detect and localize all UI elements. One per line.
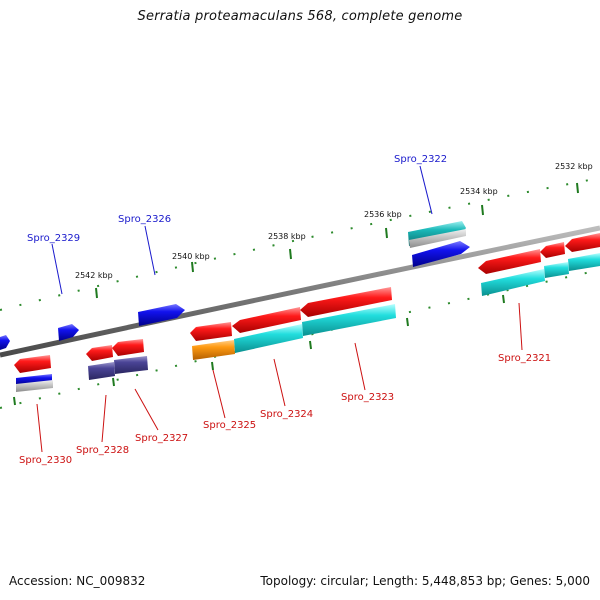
gene-arrow-forward [412, 241, 470, 267]
scale-label: 2542 kbp [75, 271, 113, 280]
ruler-tick [211, 361, 214, 371]
feature-bar-purple [114, 356, 148, 374]
gene-label-forward: Spro_2322 [394, 154, 447, 165]
gene-label-reverse: Spro_2330 [19, 455, 72, 466]
genome-backbone [0, 225, 600, 358]
ruler-tick [406, 317, 409, 327]
gene-label-reverse: Spro_2324 [260, 409, 313, 420]
scale-label: 2534 kbp [460, 187, 498, 196]
gene-arrow-forward [0, 335, 10, 350]
outer-ruler [0, 177, 600, 311]
ruler-tick [13, 396, 16, 406]
gene-arrow-reverse [86, 345, 113, 361]
scale-label: 2538 kbp [268, 232, 306, 241]
gene-label-reverse: Spro_2325 [203, 420, 256, 431]
ruler-tick [576, 182, 579, 194]
feature-bar-cyan [568, 253, 600, 271]
feature-bar-blue [16, 374, 52, 385]
gene-label-reverse: Spro_2321 [498, 353, 551, 364]
scale-labels: 2542 kbp 2540 kbp 2538 kbp 2536 kbp 2534… [75, 162, 593, 280]
feature-bar-gray [16, 380, 53, 392]
feature-bar-cyan [481, 269, 545, 296]
gene-bar-gray [409, 229, 466, 248]
gene-label-reverse: Spro_2328 [76, 445, 129, 456]
leader-line-reverse [101, 394, 107, 443]
scale-label: 2540 kbp [172, 252, 210, 261]
gene-arrow-reverse [190, 322, 232, 341]
feature-bar-purple [88, 362, 115, 380]
ruler-tick [309, 340, 312, 350]
ruler-tick [289, 248, 292, 260]
scale-label: 2536 kbp [364, 210, 402, 219]
gene-label-reverse: Spro_2323 [341, 392, 394, 403]
leader-line-reverse [518, 302, 523, 351]
gene-arrow-forward [138, 304, 185, 326]
gene-arrow-forward [58, 324, 79, 341]
feature-bar-cyan [544, 262, 569, 278]
gene-arrow-reverse [478, 249, 541, 274]
ruler-tick [191, 261, 194, 273]
leader-line-forward [51, 243, 63, 295]
leader-line-reverse [212, 369, 226, 419]
leader-line-reverse [354, 342, 366, 391]
leader-line-reverse [273, 358, 286, 407]
reverse-strand-genes [14, 233, 600, 373]
feature-bar-orange [192, 340, 235, 360]
feature-rows [16, 253, 600, 392]
scale-label: 2532 kbp [555, 162, 593, 171]
genome-summary-text: Topology: circular; Length: 5,448,853 bp… [260, 574, 590, 588]
accession-text: Accession: NC_009832 [9, 574, 146, 588]
gene-arrow-reverse [565, 233, 600, 252]
forward-strand-genes [0, 221, 470, 350]
gene-labels: Spro_2329 Spro_2326 Spro_2322 Spro_2330 … [19, 154, 551, 466]
feature-bar-cyan [234, 324, 303, 353]
gene-arrow-reverse [112, 339, 144, 356]
gene-arrow-reverse [232, 307, 301, 333]
gene-arrow-reverse [540, 242, 565, 258]
gene-label-forward: Spro_2329 [27, 233, 80, 244]
map-title: Serratia proteamaculans 568, complete ge… [137, 9, 463, 24]
gene-arrow-reverse [300, 287, 392, 317]
leader-line-forward [144, 225, 156, 276]
ruler-tick [385, 227, 388, 239]
leader-lines [36, 165, 523, 453]
ruler-tick [112, 377, 115, 387]
ruler-tick [95, 287, 98, 299]
gene-arrow-reverse [14, 355, 51, 373]
inner-ruler [0, 269, 600, 409]
gene-label-forward: Spro_2326 [118, 214, 171, 225]
leader-line-forward [419, 165, 433, 215]
ruler-tick [481, 204, 484, 216]
gene-label-reverse: Spro_2327 [135, 433, 188, 444]
leader-line-reverse [134, 388, 159, 431]
leader-line-reverse [36, 403, 43, 453]
ruler-tick [502, 294, 505, 304]
feature-bar-cyan [302, 304, 396, 336]
